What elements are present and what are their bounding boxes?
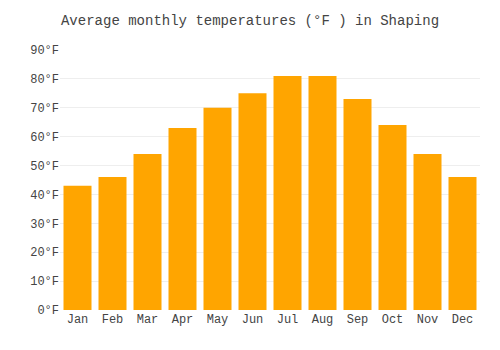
- svg-text:Mar: Mar: [137, 313, 159, 327]
- svg-text:30°F: 30°F: [30, 218, 59, 232]
- svg-text:Nov: Nov: [417, 313, 439, 327]
- svg-text:Average monthly temperatures (: Average monthly temperatures (°F ) in Sh…: [61, 13, 439, 29]
- svg-text:May: May: [207, 313, 229, 327]
- svg-text:80°F: 80°F: [30, 73, 59, 87]
- svg-text:90°F: 90°F: [30, 44, 59, 58]
- svg-text:Feb: Feb: [102, 313, 124, 327]
- svg-text:Jul: Jul: [277, 313, 299, 327]
- svg-text:0°F: 0°F: [37, 304, 59, 318]
- svg-text:Aug: Aug: [312, 313, 334, 327]
- svg-text:50°F: 50°F: [30, 160, 59, 174]
- svg-text:10°F: 10°F: [30, 275, 59, 289]
- svg-text:20°F: 20°F: [30, 246, 59, 260]
- svg-text:Sep: Sep: [347, 313, 369, 327]
- svg-text:Jan: Jan: [67, 313, 89, 327]
- svg-text:Oct: Oct: [382, 313, 404, 327]
- svg-text:60°F: 60°F: [30, 131, 59, 145]
- svg-text:Jun: Jun: [242, 313, 264, 327]
- svg-text:Apr: Apr: [172, 313, 194, 327]
- svg-text:Dec: Dec: [452, 313, 474, 327]
- svg-text:70°F: 70°F: [30, 102, 59, 116]
- svg-text:40°F: 40°F: [30, 189, 59, 203]
